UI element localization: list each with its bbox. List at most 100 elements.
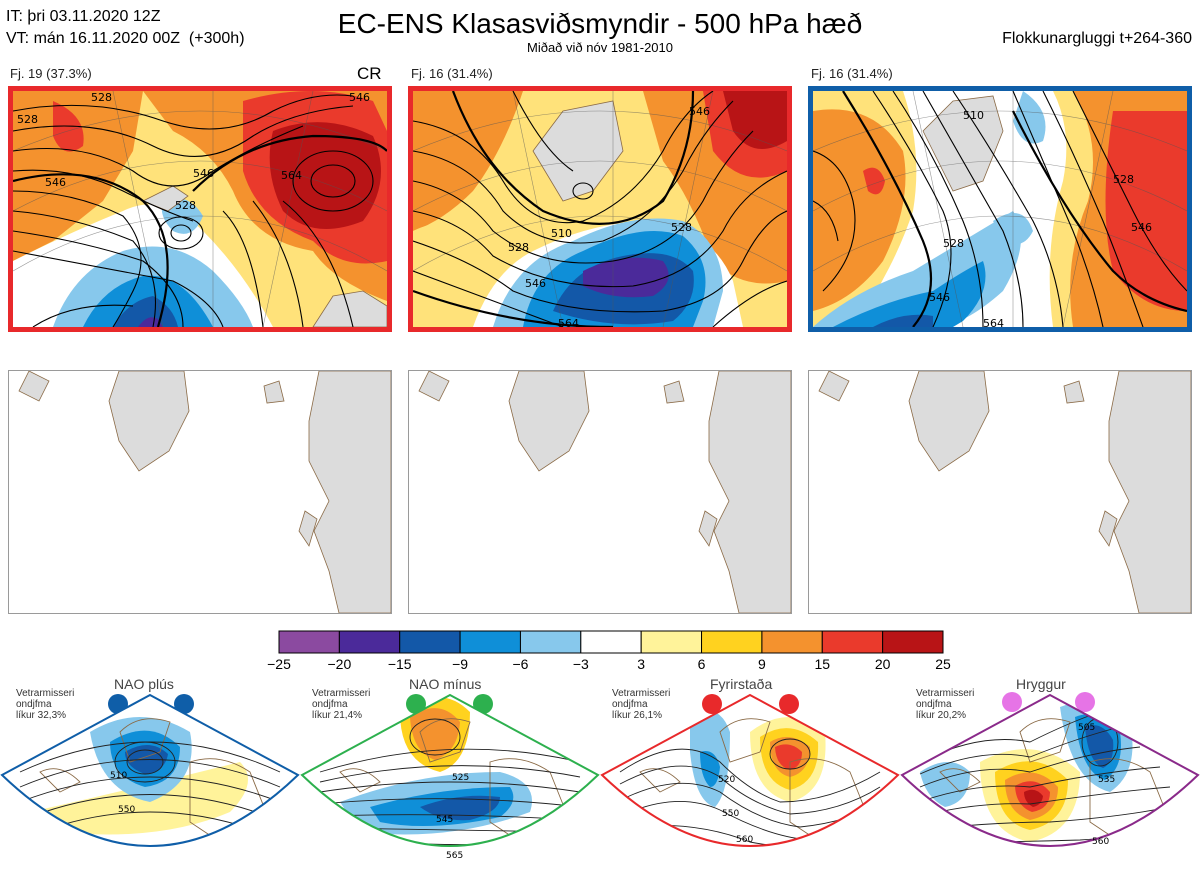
colorbar-tick-label: 9 <box>758 656 766 672</box>
cluster-map-3: 510 528 546 564 546 528 <box>808 86 1192 332</box>
regime-contour-label: 505 <box>1078 723 1095 733</box>
member-map-1 <box>8 370 392 614</box>
colorbar-tick-label: −15 <box>387 656 412 672</box>
regime-map-ridge: 505 535 560 <box>900 693 1200 847</box>
regime-info-line: líkur 20,2% <box>916 710 967 721</box>
contour-label: 510 <box>963 109 984 122</box>
regime-info-line: ondjfma <box>312 699 348 710</box>
colorbar-segment <box>821 630 884 654</box>
contour-label: 528 <box>508 241 529 254</box>
regime-contour-label: 510 <box>110 771 127 781</box>
colorbar-segment <box>459 630 521 654</box>
regime-info-ridge: Vetrarmisseri ondjfma líkur 20,2% <box>916 688 974 721</box>
member-map-2 <box>408 370 792 614</box>
cluster-map-3-graphic: 510 528 546 564 546 528 <box>813 91 1187 327</box>
colorbar-tick-label: 20 <box>874 656 891 672</box>
control-run-tag: CR <box>357 64 382 83</box>
regime-info-line: ondjfma <box>16 699 52 710</box>
regime-dot <box>174 694 194 714</box>
regime-info-line: líkur 32,3% <box>16 710 67 721</box>
colorbar-segment <box>640 630 703 654</box>
contour-label: 528 <box>943 237 964 250</box>
colorbar-tick-label: 3 <box>637 656 646 672</box>
member-map-1-graphic <box>18 371 391 613</box>
regime-info-line: ondjfma <box>612 699 648 710</box>
contour-label: 546 <box>45 176 66 189</box>
regime-title-nao-minus: NAO mínus <box>409 676 482 692</box>
regime-map-nao-plus: 510 550 <box>0 693 300 847</box>
contour-label: 528 <box>91 91 112 104</box>
member-map-3 <box>808 370 1192 614</box>
regime-info-line: ondjfma <box>916 699 952 710</box>
contour-label: 564 <box>558 317 579 327</box>
regime-contour-label: 550 <box>722 809 739 819</box>
regime-info-line: líkur 21,4% <box>312 710 363 721</box>
regime-dot <box>1075 692 1095 712</box>
regime-map-nao-minus: 525 545 565 <box>300 693 600 861</box>
init-time: IT: þri 03.11.2020 12Z <box>6 8 161 25</box>
contour-label: 528 <box>671 221 692 234</box>
page-title: EC-ENS Klasasviðsmyndir - 500 hPa hæð <box>337 8 863 39</box>
colorbar-segment <box>882 630 944 654</box>
regime-contour-label: 525 <box>452 773 469 783</box>
colorbar-tick-label: 25 <box>935 656 951 672</box>
regime-info-line: Vetrarmisseri <box>916 688 975 699</box>
contour-label: 510 <box>551 227 572 240</box>
regime-dot <box>1002 692 1022 712</box>
colorbar-segment <box>761 630 823 654</box>
colorbar-segment <box>278 630 340 654</box>
regime-contour-label: 520 <box>718 775 735 785</box>
regime-info-nao-minus: Vetrarmisseri ondjfma líkur 21,4% <box>312 688 370 721</box>
cluster-label-2: Fj. 16 (31.4%) <box>411 66 493 81</box>
colorbar-segment <box>399 630 461 654</box>
colorbar-tick-label: 15 <box>814 656 831 672</box>
cluster-map-2-graphic: 510 528 546 564 546 528 <box>413 91 787 327</box>
contour-label: 546 <box>349 91 370 104</box>
contour-label: 546 <box>929 291 950 304</box>
colorbar-segment <box>519 630 582 654</box>
member-map-3-graphic <box>818 371 1191 613</box>
regime-dot <box>779 694 799 714</box>
contour-label: 564 <box>281 169 302 182</box>
regime-contour-label: 565 <box>446 851 463 861</box>
cluster-map-2: 510 528 546 564 546 528 <box>408 86 792 332</box>
regime-title-nao-plus: NAO plús <box>114 676 174 692</box>
colorbar-segment <box>580 630 642 654</box>
contour-label: 528 <box>175 199 196 212</box>
cluster-label-3: Fj. 16 (31.4%) <box>811 66 893 81</box>
contour-label: 546 <box>193 167 214 180</box>
colorbar-tick-label: −25 <box>267 656 291 672</box>
regime-contour-label: 560 <box>736 835 753 845</box>
regime-title-blocking: Fyrirstaða <box>710 676 773 692</box>
valid-time: VT: mán 16.11.2020 00Z (+300h) <box>6 30 245 47</box>
regime-dot <box>406 694 426 714</box>
regime-contour-label: 560 <box>1092 837 1109 847</box>
colorbar-segment <box>701 630 763 654</box>
cluster-map-1-graphic: 528 528 546 546 564 546 528 <box>13 91 387 327</box>
contour-label: 528 <box>17 113 38 126</box>
contour-label: 546 <box>525 277 546 290</box>
colorbar-segment <box>338 630 401 654</box>
contour-label: 528 <box>1113 173 1134 186</box>
colorbar-tick-label: −3 <box>572 656 589 672</box>
regime-info-nao-plus: Vetrarmisseri ondjfma líkur 32,3% <box>16 688 74 721</box>
regime-contour-label: 545 <box>436 815 453 825</box>
page-subtitle: Miðað við nóv 1981-2010 <box>527 40 673 55</box>
regime-dot <box>702 694 722 714</box>
member-map-2-graphic <box>418 371 791 613</box>
colorbar <box>278 630 944 654</box>
cluster-label-1: Fj. 19 (37.3%) <box>10 66 92 81</box>
regime-info-line: Vetrarmisseri <box>612 688 671 699</box>
cluster-map-1: 528 528 546 546 564 546 528 <box>8 86 392 332</box>
contour-label: 546 <box>689 105 710 118</box>
regime-info-blocking: Vetrarmisseri ondjfma líkur 26,1% <box>612 688 670 721</box>
regime-info-line: Vetrarmisseri <box>16 688 75 699</box>
colorbar-tick-label: −9 <box>452 656 469 672</box>
regime-info-line: líkur 26,1% <box>612 710 663 721</box>
regime-contour-label: 535 <box>1098 775 1115 785</box>
regime-info-line: Vetrarmisseri <box>312 688 371 699</box>
colorbar-tick-label: −20 <box>327 656 352 672</box>
regime-map-blocking: 520 550 560 <box>600 693 900 847</box>
colorbar-tick-label: 6 <box>697 656 706 672</box>
regime-title-ridge: Hryggur <box>1016 676 1066 692</box>
